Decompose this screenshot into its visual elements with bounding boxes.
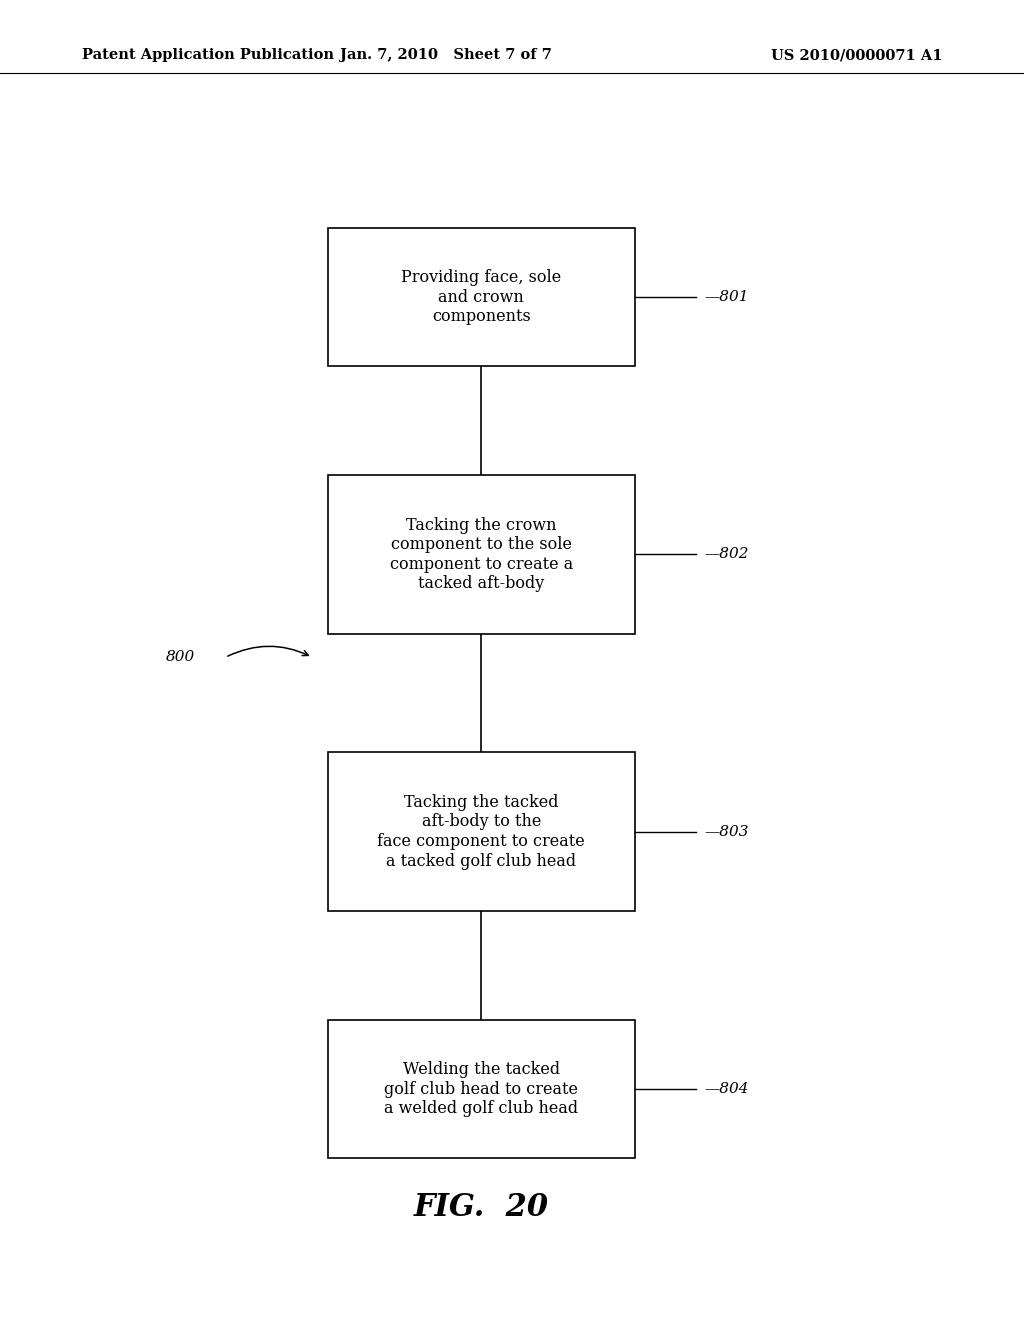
Text: —804: —804: [705, 1082, 749, 1096]
Text: Providing face, sole
and crown
components: Providing face, sole and crown component…: [401, 269, 561, 325]
Bar: [328, 1020, 635, 1159]
Text: Patent Application Publication: Patent Application Publication: [82, 49, 334, 62]
Text: —802: —802: [705, 548, 749, 561]
Text: 800: 800: [165, 651, 195, 664]
Text: FIG.  20: FIG. 20: [414, 1192, 549, 1224]
Text: Welding the tacked
golf club head to create
a welded golf club head: Welding the tacked golf club head to cre…: [384, 1061, 579, 1117]
Text: —801: —801: [705, 290, 749, 304]
Text: Tacking the tacked
aft-body to the
face component to create
a tacked golf club h: Tacking the tacked aft-body to the face …: [378, 793, 585, 870]
Text: Jan. 7, 2010   Sheet 7 of 7: Jan. 7, 2010 Sheet 7 of 7: [340, 49, 551, 62]
Bar: [328, 227, 635, 366]
Text: Tacking the crown
component to the sole
component to create a
tacked aft-body: Tacking the crown component to the sole …: [390, 516, 572, 593]
Bar: [328, 475, 635, 634]
Bar: [328, 752, 635, 911]
Text: —803: —803: [705, 825, 749, 838]
Text: US 2010/0000071 A1: US 2010/0000071 A1: [771, 49, 942, 62]
